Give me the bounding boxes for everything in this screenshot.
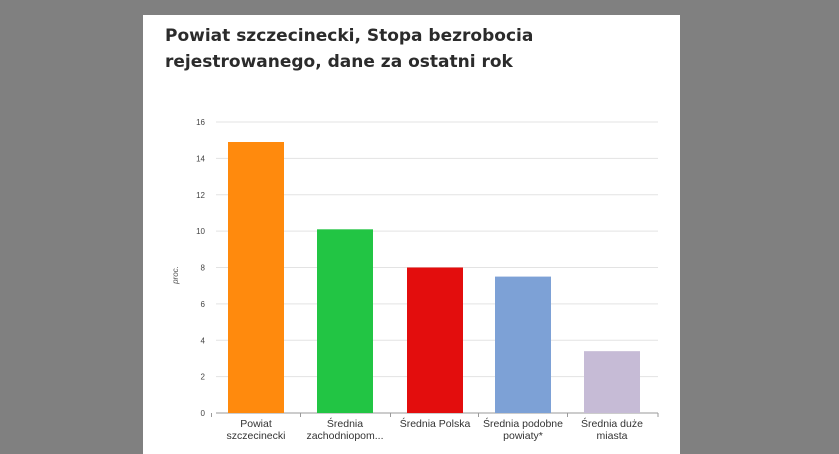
y-tick-label: 16 — [196, 118, 205, 127]
y-tick-label: 8 — [201, 264, 206, 273]
y-tick-label: 12 — [196, 191, 205, 200]
x-tick-label: Powiat szczecinecki — [227, 418, 286, 442]
y-tick-label: 14 — [196, 154, 205, 163]
y-tick-label: 4 — [201, 336, 206, 345]
bar — [407, 267, 463, 413]
bar — [228, 142, 284, 413]
bar — [584, 351, 640, 413]
chart-title-line-1: Powiat szczecinecki, Stopa bezrobocia — [165, 26, 534, 46]
chart-card: Powiat szczecinecki, Stopa bezrobocia re… — [143, 15, 680, 454]
bar-chart: 0 2 4 6 8 10 12 14 16 proc. Powiat szczecinecki Śred… — [171, 118, 659, 442]
bar — [495, 276, 551, 413]
x-tick-label: Średnia podobne powiaty* — [483, 417, 563, 442]
chart-title: Powiat szczecinecki, Stopa bezrobocia re… — [165, 23, 665, 75]
y-tick-label: 0 — [201, 409, 206, 418]
y-tick-label: 10 — [196, 227, 205, 236]
chart-title-line-2: rejestrowanego, dane za ostatni rok — [165, 52, 513, 72]
y-tick-label: 2 — [201, 373, 206, 382]
x-tick-label: Średnia duże miasta — [581, 417, 643, 442]
y-tick-label: 6 — [201, 300, 206, 309]
y-axis-label: proc. — [171, 266, 180, 285]
x-tick-label: Średnia Polska — [400, 417, 471, 430]
bar — [317, 229, 373, 413]
x-tick-label: Średnia zachodniopom... — [306, 417, 383, 442]
